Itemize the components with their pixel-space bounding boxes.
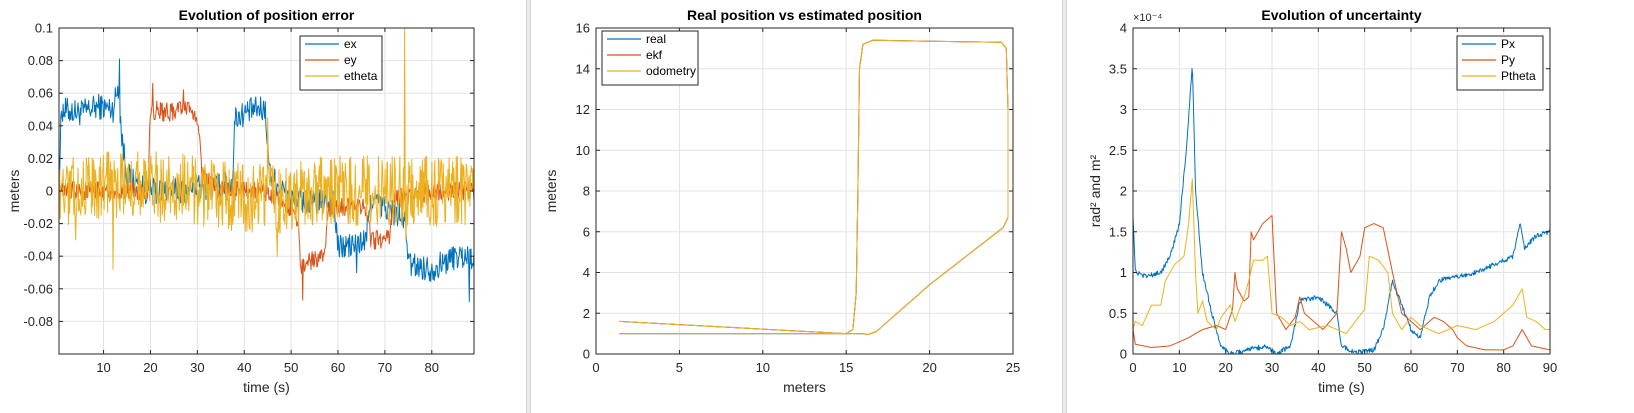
- x-tick-label: 40: [1311, 360, 1325, 375]
- legend-label-real: real: [646, 32, 666, 46]
- x-tick-label: 80: [1496, 360, 1510, 375]
- x-tick-label: 70: [1450, 360, 1464, 375]
- x-tick-label: 80: [425, 360, 439, 375]
- panel-gap-1: [526, 0, 531, 413]
- legend-label-ekf: ekf: [646, 48, 663, 62]
- y-tick-label: 0.04: [28, 118, 53, 133]
- y-tick-label: 6: [583, 224, 590, 239]
- y-tick-label: 2.5: [1109, 143, 1127, 158]
- series-line-Py: [1133, 215, 1550, 351]
- y-tick-label: -0.08: [23, 314, 53, 329]
- y-tick-label: 0: [583, 347, 590, 362]
- x-tick-label: 0: [1129, 360, 1136, 375]
- y-tick-label: 3.5: [1109, 61, 1127, 76]
- legend-label-ey: ey: [344, 53, 357, 67]
- x-tick-label: 90: [1543, 360, 1557, 375]
- y-tick-label: 0.5: [1109, 306, 1127, 321]
- legend-label-etheta: etheta: [344, 69, 378, 83]
- x-tick-label: 10: [1172, 360, 1186, 375]
- series-line-etheta: [59, 28, 474, 270]
- panel-gap-2: [1062, 0, 1067, 413]
- y-tick-label: 0.06: [28, 86, 53, 101]
- series-line-Px: [1133, 68, 1550, 354]
- x-tick-label: 20: [922, 360, 936, 375]
- legend: Px Py Ptheta: [1456, 35, 1544, 91]
- chart-title: Evolution of position error: [179, 7, 355, 23]
- y-tick-label: -0.02: [23, 216, 53, 231]
- x-tick-label: 25: [1006, 360, 1020, 375]
- legend-label-ex: ex: [344, 37, 357, 51]
- y-tick-label: 0: [1120, 347, 1127, 362]
- y-tick-label: 4: [1120, 21, 1127, 36]
- y-tick-label: -0.04: [23, 249, 53, 264]
- y-tick-label: 10: [576, 143, 590, 158]
- x-tick-label: 30: [190, 360, 204, 375]
- y-tick-label: 1.5: [1109, 224, 1127, 239]
- chart-2: 0 5 10 15 20 25 0 2 4 6 8 10 12 14 16 Real position vs …: [543, 7, 1020, 395]
- x-tick-label: 60: [331, 360, 345, 375]
- y-tick-label: 0.08: [28, 53, 53, 68]
- y-axis-label: rad² and m²: [1087, 154, 1103, 227]
- y-tick-label: 12: [576, 102, 590, 117]
- legend-label-Py: Py: [1501, 53, 1515, 67]
- series-line-Ptheta: [1133, 178, 1550, 335]
- x-axis-label: time (s): [1318, 379, 1365, 395]
- x-tick-label: 60: [1404, 360, 1418, 375]
- chart-title: Real position vs estimated position: [687, 7, 922, 23]
- y-tick-label: 4: [583, 265, 590, 280]
- x-axis-label: time (s): [243, 379, 290, 395]
- chart-title: Evolution of uncertainty: [1261, 7, 1421, 23]
- series-group: [59, 28, 474, 303]
- series-group: [1133, 68, 1550, 354]
- x-tick-label: 5: [676, 360, 683, 375]
- chart-3: 0 10 20 30 40 50 60 70 80 90 0 0.5 1 1.5 2 2.5 3 3.5 4 Evol…: [1087, 7, 1557, 395]
- y-tick-label: 0: [46, 184, 53, 199]
- x-tick-label: 0: [592, 360, 599, 375]
- x-tick-label: 40: [237, 360, 251, 375]
- y-tick-label: 16: [576, 21, 590, 36]
- x-tick-label: 10: [96, 360, 110, 375]
- legend-box: [1456, 35, 1544, 91]
- legend: ex ey etheta: [299, 35, 383, 91]
- legend-label-Px: Px: [1501, 37, 1515, 51]
- series-group: [619, 39, 1009, 336]
- chart-1: 10 20 30 40 50 60 70 80 -0.08 -0.06 -0.04 -0.02 0 0.0…: [6, 7, 475, 395]
- legend-label-Ptheta: Ptheta: [1501, 69, 1536, 83]
- legend: real ekf odometry: [601, 30, 699, 86]
- y-tick-label: 2: [583, 306, 590, 321]
- y-axis-label: meters: [6, 170, 22, 213]
- legend-box: [299, 35, 383, 91]
- x-tick-label: 20: [143, 360, 157, 375]
- x-tick-label: 70: [378, 360, 392, 375]
- x-axis-label: meters: [783, 379, 826, 395]
- legend-label-odometry: odometry: [646, 64, 696, 78]
- y-tick-label: 0.1: [35, 21, 53, 36]
- y-tick-label: 1: [1120, 265, 1127, 280]
- y-tick-label: 8: [583, 184, 590, 199]
- x-tick-label: 50: [284, 360, 298, 375]
- x-tick-label: 30: [1265, 360, 1279, 375]
- x-tick-label: 10: [756, 360, 770, 375]
- y-tick-label: 0.02: [28, 151, 53, 166]
- series-line-odometry: [619, 39, 1009, 336]
- x-tick-label: 50: [1357, 360, 1371, 375]
- y-tick-label: 2: [1120, 184, 1127, 199]
- y-exponent-label: ×10⁻⁴: [1133, 12, 1162, 24]
- y-axis-label: meters: [543, 170, 559, 213]
- y-tick-label: 3: [1120, 102, 1127, 117]
- x-tick-label: 20: [1218, 360, 1232, 375]
- y-tick-label: 14: [576, 61, 590, 76]
- x-tick-label: 15: [839, 360, 853, 375]
- legend-box: [601, 30, 699, 86]
- y-tick-label: -0.06: [23, 281, 53, 296]
